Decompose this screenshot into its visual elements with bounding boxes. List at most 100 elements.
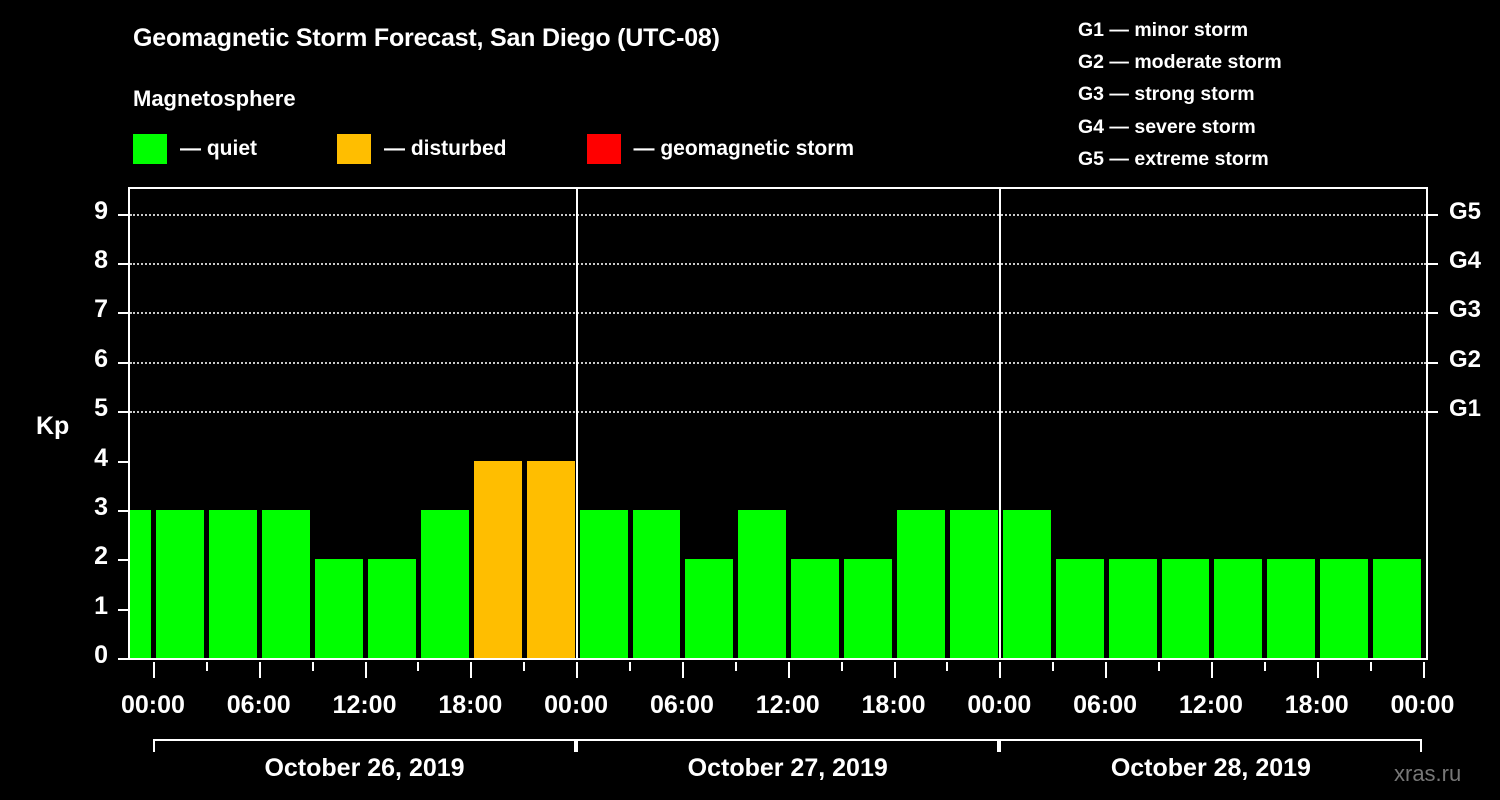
x-tick-minor-21 [1263,662,1266,671]
bar-leading-half [130,509,152,658]
x-tick-minor-1 [205,662,208,671]
day-divider-2 [999,189,1002,658]
x-tick-major-24 [1422,662,1425,678]
bar-6 [473,460,522,658]
bar-12 [791,559,840,658]
x-tick-major-0 [152,662,155,678]
y-axis-title: Kp [36,412,70,440]
legend: — quiet — disturbed — geomagnetic storm [133,133,854,165]
bar-16 [1002,509,1051,658]
bar-8 [579,509,628,658]
day-label-3: October 28, 2019 [1110,754,1311,782]
x-tick-minor-17 [1052,662,1055,671]
g-axis-tick-g3 [1427,312,1438,315]
x-tick-label-11: 18:00 [1284,691,1349,719]
x-tick-minor-15 [946,662,949,671]
bar-21 [1267,559,1316,658]
y-tick-label-9: 9 [94,196,108,225]
x-tick-minor-19 [1158,662,1160,671]
gscale-item-g4: G4 — severe storm [1078,115,1256,138]
bar-3 [315,559,364,658]
x-tick-minor-13 [840,662,843,671]
legend-item-quiet: — quiet [133,134,257,164]
y-tick-7 [118,312,129,315]
x-tick-major-8 [576,662,579,678]
y-tick-9 [118,213,129,216]
x-tick-label-0: 00:00 [120,691,185,719]
x-tick-minor-23 [1369,662,1372,671]
gscale-item-g1: G1 — minor storm [1078,19,1249,41]
g-axis-label-g5: G5 [1449,197,1482,225]
bar-series [130,189,1426,658]
bar-1 [209,509,258,658]
x-tick-label-2: 12:00 [332,691,397,719]
legend-label-storm: — geomagnetic storm [633,137,855,160]
y-tick-label-2: 2 [94,542,108,571]
bar-9 [632,509,681,658]
bar-19 [1161,559,1210,658]
g-axis-tick-g5 [1427,213,1438,216]
x-tick-major-12 [787,662,790,678]
gscale-item-g2: G2 — moderate storm [1078,51,1282,74]
x-tick-label-1: 06:00 [226,691,291,719]
y-tick-2 [118,559,129,562]
gridline-kp-9 [130,213,1426,216]
legend-item-disturbed: — disturbed [337,134,507,164]
x-tick-label-3: 18:00 [438,691,503,719]
bar-18 [1108,559,1157,658]
legend-item-storm: — geomagnetic storm [586,134,855,164]
x-tick-minor-7 [523,662,526,671]
x-tick-major-10 [681,662,684,678]
g-axis-tick-g1 [1427,411,1438,414]
day-bracket-3 [999,739,1423,752]
x-tick-minor-9 [629,662,632,671]
bar-10 [685,559,734,658]
g-axis-tick-g2 [1427,361,1438,364]
bar-15 [949,509,998,658]
y-tick-label-6: 6 [94,344,108,373]
x-tick-label-6: 12:00 [755,691,820,719]
legend-swatch-disturbed [337,134,371,164]
bar-22 [1320,559,1369,658]
g-axis-label-g3: G3 [1449,296,1482,324]
bar-13 [844,559,892,658]
x-tick-major-22 [1316,662,1319,678]
bar-5 [420,509,469,658]
bar-11 [738,509,787,658]
y-tick-6 [118,361,129,364]
bar-4 [368,559,416,658]
gridline-kp-7 [130,312,1426,315]
bar-23 [1373,559,1421,658]
legend-swatch-storm [586,134,621,164]
x-tick-major-4 [364,662,367,678]
x-tick-label-9: 06:00 [1073,691,1138,719]
x-tick-minor-11 [734,662,737,671]
x-tick-label-4: 00:00 [544,691,609,719]
y-tick-3 [118,509,129,512]
y-tick-0 [118,658,129,660]
y-tick-5 [118,411,129,414]
gscale-legend: G1 — minor storm G2 — moderate storm G3 … [1078,14,1282,175]
gscale-item-g5: G5 — extreme storm [1078,147,1269,170]
x-tick-major-16 [999,662,1002,678]
x-tick-major-14 [893,662,896,678]
bar-0 [156,509,205,658]
g-axis-label-g4: G4 [1449,247,1482,275]
gridline-kp-6 [130,361,1426,364]
y-tick-label-7: 7 [94,295,108,324]
legend-heading: Magnetosphere [133,86,296,111]
x-tick-label-10: 12:00 [1178,691,1243,719]
y-tick-label-8: 8 [94,246,108,275]
gridline-kp-5 [130,411,1426,414]
legend-label-quiet: — quiet [180,137,257,160]
g-axis-tick-g4 [1427,263,1438,266]
y-tick-4 [118,460,129,463]
x-tick-major-18 [1105,662,1108,678]
bar-14 [897,509,945,658]
gscale-item-g3: G3 — strong storm [1078,83,1255,106]
day-divider-1 [576,189,579,658]
legend-swatch-quiet [133,134,167,164]
y-tick-8 [118,263,129,266]
y-tick-label-5: 5 [94,394,108,423]
